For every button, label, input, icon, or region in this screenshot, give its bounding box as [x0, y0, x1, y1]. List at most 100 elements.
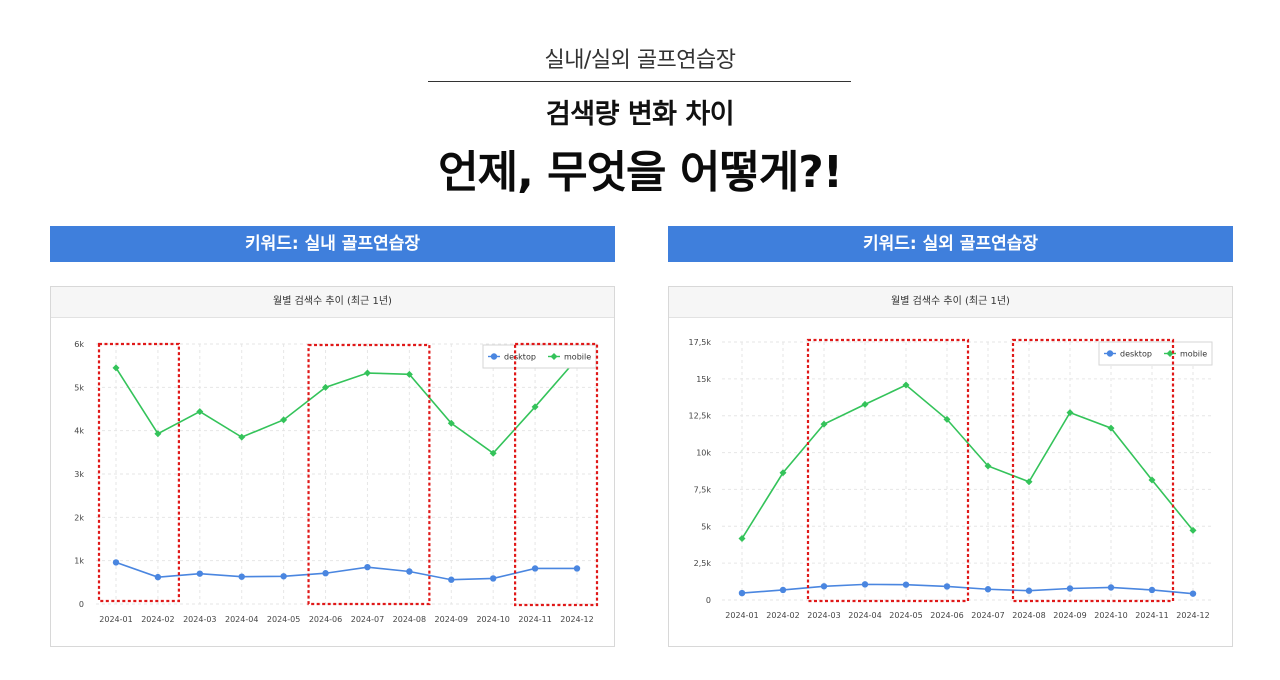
- data-point-mobile: [489, 449, 497, 457]
- y-tick-label: 12,5k: [689, 412, 712, 421]
- legend-marker-mobile: [1166, 350, 1174, 357]
- x-tick-label: 2024-03: [183, 615, 216, 624]
- x-tick-label: 2024-06: [930, 611, 963, 620]
- x-tick-label: 2024-04: [225, 615, 258, 624]
- data-point-mobile: [322, 383, 330, 391]
- y-tick-label: 2,5k: [694, 559, 712, 568]
- data-point-desktop: [238, 573, 245, 580]
- data-point-desktop: [112, 559, 120, 566]
- chart-panel-outdoor: 월별 검색수 추이 (최근 1년) 0 2,5k 5k 7,5k 10k 12,5k 15k…: [668, 286, 1233, 647]
- data-point-mobile: [1148, 476, 1156, 484]
- data-point-desktop: [1066, 585, 1074, 592]
- x-tick-label: 2024-07: [971, 611, 1004, 620]
- data-point-mobile: [779, 469, 787, 477]
- x-tick-label: 2024-11: [1135, 611, 1168, 620]
- legend-marker-desktop: [1106, 350, 1114, 357]
- data-point-mobile: [531, 403, 539, 411]
- highlight-box: [513, 342, 599, 607]
- x-tick-label: 2024-08: [1012, 611, 1045, 620]
- data-point-mobile: [405, 370, 413, 378]
- data-point-desktop: [322, 570, 329, 577]
- series-line-mobile: [115, 358, 578, 455]
- x-tick-label: 2024-02: [766, 611, 799, 620]
- y-tick-label: 5k: [701, 522, 711, 531]
- y-tick-label: 5k: [74, 383, 84, 392]
- chart-title: 월별 검색수 추이 (최근 1년): [669, 287, 1232, 318]
- y-tick-label: 15k: [696, 375, 711, 384]
- data-point-mobile: [1025, 478, 1033, 486]
- series-line-desktop: [115, 561, 577, 581]
- data-point-desktop: [1189, 590, 1197, 597]
- legend-label-desktop: desktop: [504, 353, 536, 362]
- keyword-bar-indoor: 키워드: 실내 골프연습장: [50, 226, 615, 262]
- y-tick-label: 0: [706, 596, 711, 605]
- data-point-desktop: [738, 589, 746, 597]
- legend-marker-mobile: [550, 353, 558, 360]
- subtitle: 검색량 변화 차이: [545, 99, 735, 130]
- data-point-desktop: [861, 581, 869, 588]
- x-tick-label: 2024-05: [267, 615, 300, 624]
- headline: 언제, 무엇을 어떻게?!: [438, 147, 843, 198]
- data-point-desktop: [406, 568, 413, 575]
- series-line-mobile: [741, 384, 1194, 539]
- y-tick-label: 4k: [74, 427, 84, 436]
- line-chart-outdoor: 0 2,5k 5k 7,5k 10k 12,5k 15k 17,5k 2024-01 2024-0…: [689, 338, 1213, 620]
- legend: desktop mobile: [482, 344, 597, 369]
- data-point-desktop: [364, 563, 371, 571]
- x-tick-label: 2024-06: [309, 615, 342, 624]
- data-point-mobile: [1066, 409, 1074, 417]
- data-point-mobile: [861, 400, 869, 408]
- highlight-box: [806, 338, 970, 603]
- highlight-box: [1011, 338, 1175, 603]
- data-point-desktop: [1148, 586, 1156, 594]
- x-tick-label: 2024-12: [1176, 611, 1209, 620]
- data-point-desktop: [196, 570, 204, 577]
- data-point-mobile: [196, 408, 204, 416]
- data-point-mobile: [238, 433, 246, 441]
- data-point-mobile: [738, 535, 746, 543]
- data-point-desktop: [943, 583, 951, 590]
- x-tick-label: 2024-01: [99, 615, 132, 624]
- y-tick-label: 0: [79, 600, 84, 609]
- y-tick-label: 10k: [696, 449, 711, 458]
- data-point-desktop: [984, 586, 992, 593]
- x-tick-label: 2024-10: [1094, 611, 1127, 620]
- y-tick-label: 2k: [74, 513, 84, 522]
- y-tick-label: 6k: [74, 340, 84, 349]
- y-tick-label: 17,5k: [689, 338, 712, 347]
- x-tick-label: 2024-08: [393, 615, 426, 624]
- legend: desktop mobile: [1098, 341, 1213, 366]
- chart-panel-indoor: 월별 검색수 추이 (최근 1년) 0 1k 2k 3k 4k 5k 6k 2024-01 20…: [50, 286, 615, 647]
- x-tick-label: 2024-10: [476, 615, 509, 624]
- title-divider: [428, 81, 851, 82]
- chart-title: 월별 검색수 추이 (최근 1년): [51, 287, 614, 318]
- x-tick-label: 2024-04: [848, 611, 881, 620]
- data-point-mobile: [1189, 526, 1197, 534]
- x-tick-label: 2024-03: [807, 611, 840, 620]
- data-point-mobile: [447, 419, 455, 427]
- y-tick-label: 1k: [74, 557, 84, 566]
- keyword-bar-outdoor: 키워드: 실외 골프연습장: [668, 226, 1233, 262]
- legend-label-desktop: desktop: [1120, 350, 1152, 359]
- legend-label-mobile: mobile: [1180, 350, 1207, 359]
- y-tick-label: 3k: [74, 470, 84, 479]
- x-tick-label: 2024-05: [889, 611, 922, 620]
- data-point-desktop: [902, 581, 910, 588]
- grid: [96, 343, 597, 605]
- x-tick-label: 2024-02: [141, 615, 174, 624]
- x-tick-label: 2024-09: [435, 615, 468, 624]
- data-point-desktop: [489, 575, 497, 582]
- data-point-desktop: [531, 565, 539, 572]
- data-point-desktop: [280, 573, 287, 580]
- data-point-desktop: [779, 586, 787, 594]
- data-point-desktop: [154, 573, 162, 581]
- data-point-mobile: [820, 420, 828, 428]
- x-tick-label: 2024-09: [1053, 611, 1086, 620]
- line-chart-indoor: 0 1k 2k 3k 4k 5k 6k 2024-01 2024-02 2024-03 2024-0…: [74, 340, 599, 624]
- highlight-box: [97, 342, 181, 603]
- data-point-mobile: [363, 369, 371, 377]
- highlight-box: [307, 343, 431, 606]
- legend-marker-desktop: [490, 353, 498, 360]
- data-point-mobile: [112, 364, 120, 372]
- data-point-desktop: [573, 565, 581, 572]
